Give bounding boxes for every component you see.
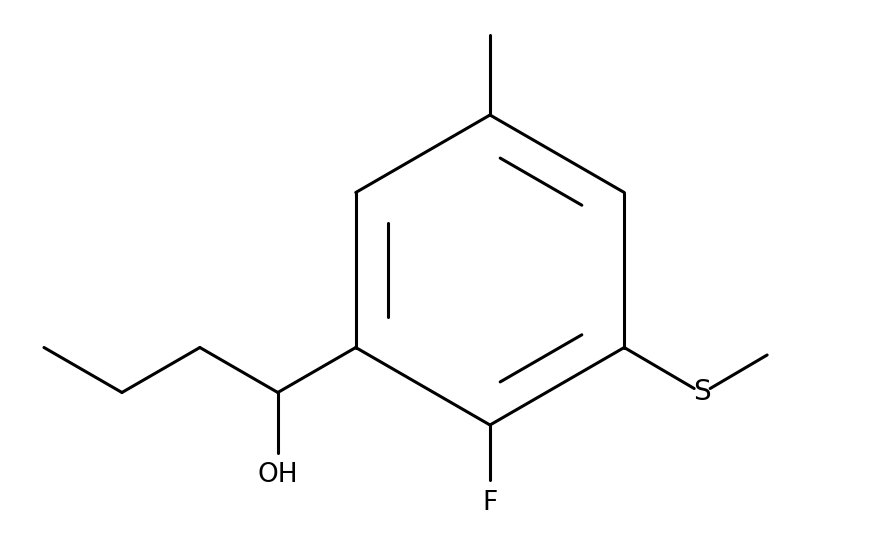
Text: F: F (483, 490, 498, 516)
Text: S: S (693, 379, 711, 406)
Text: OH: OH (257, 462, 298, 489)
